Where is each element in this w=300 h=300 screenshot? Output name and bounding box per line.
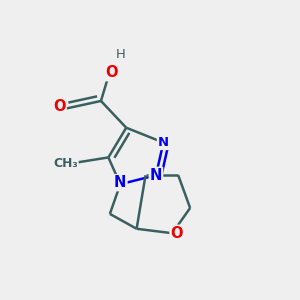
Text: CH₃: CH₃ <box>53 157 78 170</box>
Text: O: O <box>53 99 66 114</box>
Text: N: N <box>150 168 162 183</box>
Text: N: N <box>158 136 169 149</box>
Text: O: O <box>170 226 183 241</box>
Text: N: N <box>114 175 127 190</box>
Text: O: O <box>105 65 118 80</box>
Text: H: H <box>116 48 125 62</box>
